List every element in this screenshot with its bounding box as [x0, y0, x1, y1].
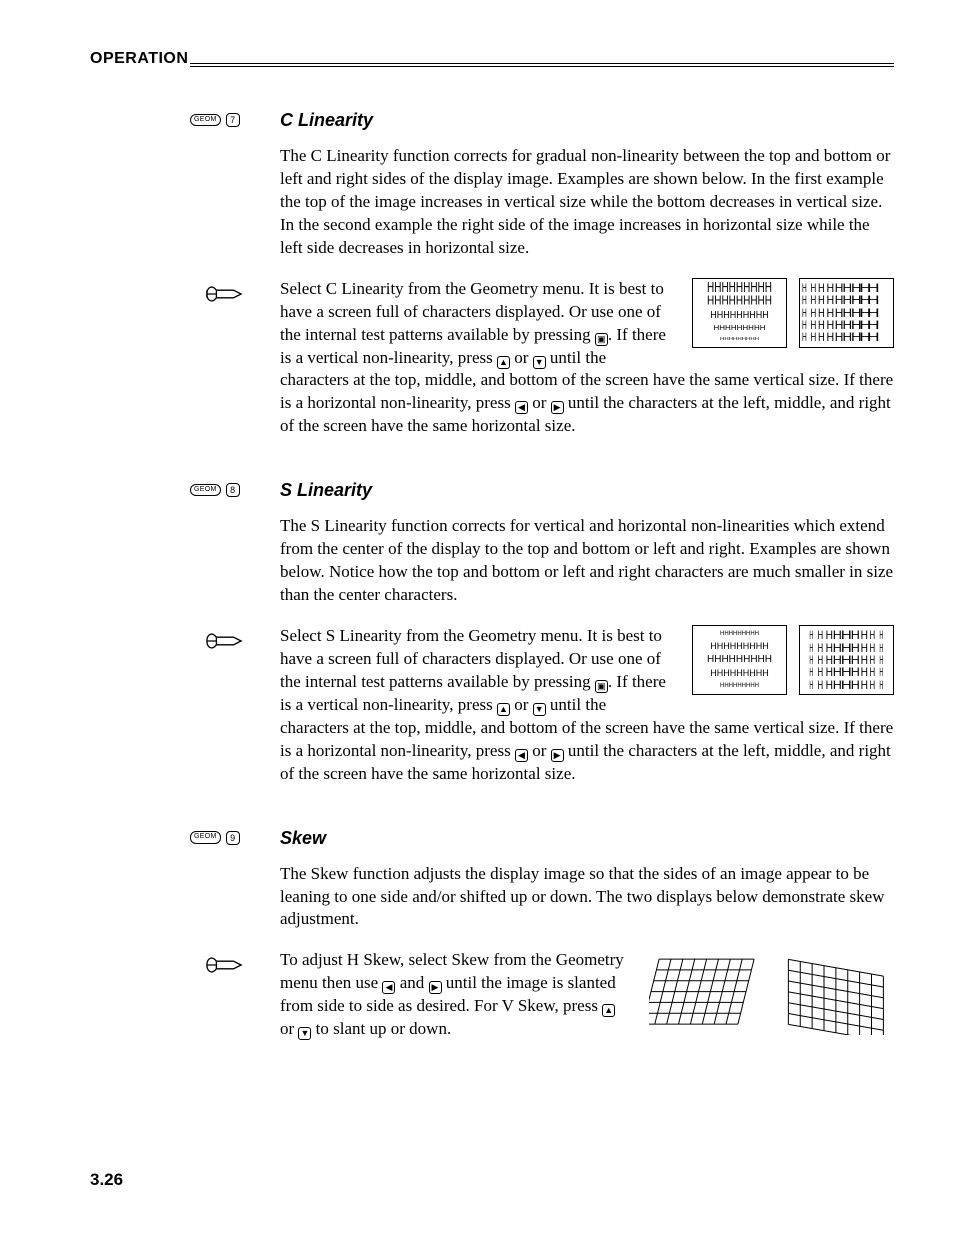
body-text: The Skew function adjusts the display im… — [280, 863, 894, 932]
up-arrow-icon: ▲ — [497, 356, 510, 369]
geom-key: GEOM — [190, 831, 221, 843]
text-fragment: or — [528, 393, 551, 412]
page-number: 3.26 — [90, 1170, 123, 1190]
c-linearity-figures: HHHHHHHHHHHHHHHHHHHHHHHHHHHHHHHHHHHHHHHH… — [692, 278, 894, 348]
header-rule — [190, 63, 894, 67]
section-s-linearity: GEOM 8 S Linearity The S Linearity funct… — [280, 480, 894, 785]
down-arrow-icon: ▼ — [533, 703, 546, 716]
section-title: C Linearity — [280, 110, 894, 131]
section-skew: GEOM 9 Skew The Skew function adjusts th… — [280, 828, 894, 1042]
margin-keys-c-linearity: GEOM 7 — [190, 113, 245, 127]
pointing-hand-icon — [205, 951, 243, 979]
right-arrow-icon: ▶ — [551, 401, 564, 414]
text-fragment: and — [395, 973, 428, 992]
up-arrow-icon: ▲ — [602, 1004, 615, 1017]
up-arrow-icon: ▲ — [497, 703, 510, 716]
s-linearity-vertical-example: HHHHHHHHHHHHHHHHHHHHHHHHHHHHHHHHHHHHHHHH… — [692, 625, 787, 695]
text-fragment: to slant up or down. — [311, 1019, 451, 1038]
body-text: The C Linearity function corrects for gr… — [280, 145, 894, 260]
left-arrow-icon: ◀ — [515, 749, 528, 762]
down-arrow-icon: ▼ — [533, 356, 546, 369]
num-key-9: 9 — [226, 831, 240, 845]
num-key-8: 8 — [226, 483, 240, 497]
text-fragment: or — [510, 348, 533, 367]
section-c-linearity: GEOM 7 C Linearity The C Linearity funct… — [280, 110, 894, 438]
body-text: The S Linearity function corrects for ve… — [280, 515, 894, 607]
section-title: Skew — [280, 828, 894, 849]
text-fragment: or — [510, 695, 533, 714]
h-skew-example — [649, 949, 764, 1034]
num-key-7: 7 — [226, 113, 240, 127]
v-skew-example — [778, 949, 894, 1035]
margin-keys-skew: GEOM 9 — [190, 831, 245, 845]
c-linearity-horizontal-example: HHHHHHHHHHHHHHHHHHHHHHHHHHHHHHHHHHHHHHHH… — [799, 278, 894, 348]
skew-figures — [649, 949, 894, 1035]
right-arrow-icon: ▶ — [551, 749, 564, 762]
section-title: S Linearity — [280, 480, 894, 501]
geom-key: GEOM — [190, 484, 221, 496]
pointing-hand-icon — [205, 280, 243, 308]
button-icon: ▣ — [595, 333, 608, 346]
left-arrow-icon: ◀ — [382, 981, 395, 994]
pointing-hand-icon — [205, 627, 243, 655]
margin-keys-s-linearity: GEOM 8 — [190, 483, 245, 497]
c-linearity-vertical-example: HHHHHHHHHHHHHHHHHHHHHHHHHHHHHHHHHHHHHHHH… — [692, 278, 787, 348]
down-arrow-icon: ▼ — [298, 1027, 311, 1040]
text-fragment: or — [280, 1019, 298, 1038]
text-fragment: or — [528, 741, 551, 760]
s-linearity-horizontal-example: HHHHHHHHHHHHHHHHHHHHHHHHHHHHHHHHHHHHHHHH… — [799, 625, 894, 695]
geom-key: GEOM — [190, 114, 221, 126]
left-arrow-icon: ◀ — [515, 401, 528, 414]
s-linearity-figures: HHHHHHHHHHHHHHHHHHHHHHHHHHHHHHHHHHHHHHHH… — [692, 625, 894, 695]
button-icon: ▣ — [595, 680, 608, 693]
right-arrow-icon: ▶ — [429, 981, 442, 994]
